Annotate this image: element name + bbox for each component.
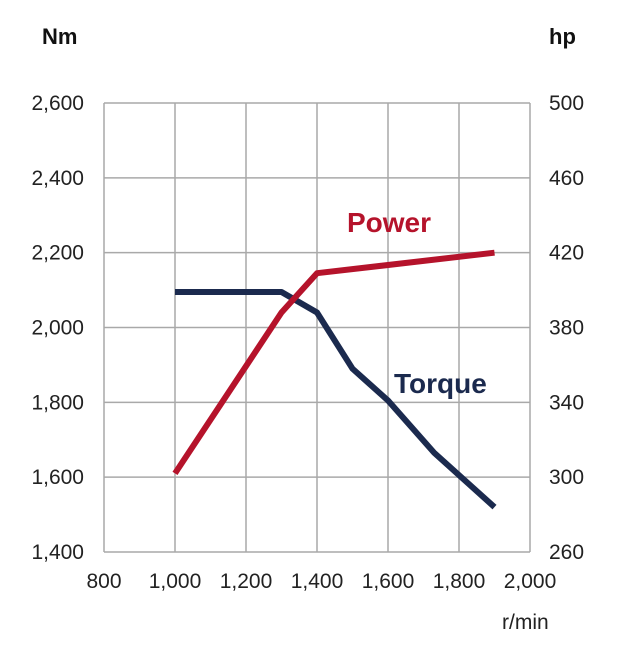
series-line-torque [175,289,497,510]
right-y-tick-label: 460 [549,167,584,190]
x-tick-label: 1,000 [149,570,202,593]
right-y-tick-label: 380 [549,317,584,340]
left-y-tick-label: 2,000 [31,317,84,340]
x-tick-label: 1,600 [362,570,415,593]
x-tick-label: 2,000 [504,570,557,593]
right-y-tick-label: 420 [549,242,584,265]
right-y-tick-label: 500 [549,92,584,115]
left-y-tick-label: 2,400 [31,167,84,190]
x-tick-label: 1,800 [433,570,486,593]
left-y-tick-label: 1,600 [31,466,84,489]
tick-labels: 1,400 1,600 1,800 2,000 2,200 2,400 2,600 260 30… [31,92,584,593]
series-line-power [172,249,495,476]
left-axis-unit: Nm [42,24,77,49]
left-y-tick-label: 1,800 [31,391,84,414]
right-y-tick-label: 340 [549,391,584,414]
right-y-tick-label: 260 [549,541,584,564]
right-axis-unit: hp [549,24,576,49]
left-y-tick-label: 2,600 [31,92,84,115]
left-y-tick-label: 1,400 [31,541,84,564]
grid [103,102,531,553]
right-y-tick-label: 300 [549,466,584,489]
x-tick-label: 1,400 [291,570,344,593]
x-tick-label: 1,200 [220,570,273,593]
series-lines [172,249,497,510]
left-y-tick-label: 2,200 [31,242,84,265]
series-label-power: Power [347,207,431,238]
x-axis-label: r/min [502,611,549,634]
series-label-torque: Torque [394,368,487,399]
x-tick-label: 800 [86,570,121,593]
